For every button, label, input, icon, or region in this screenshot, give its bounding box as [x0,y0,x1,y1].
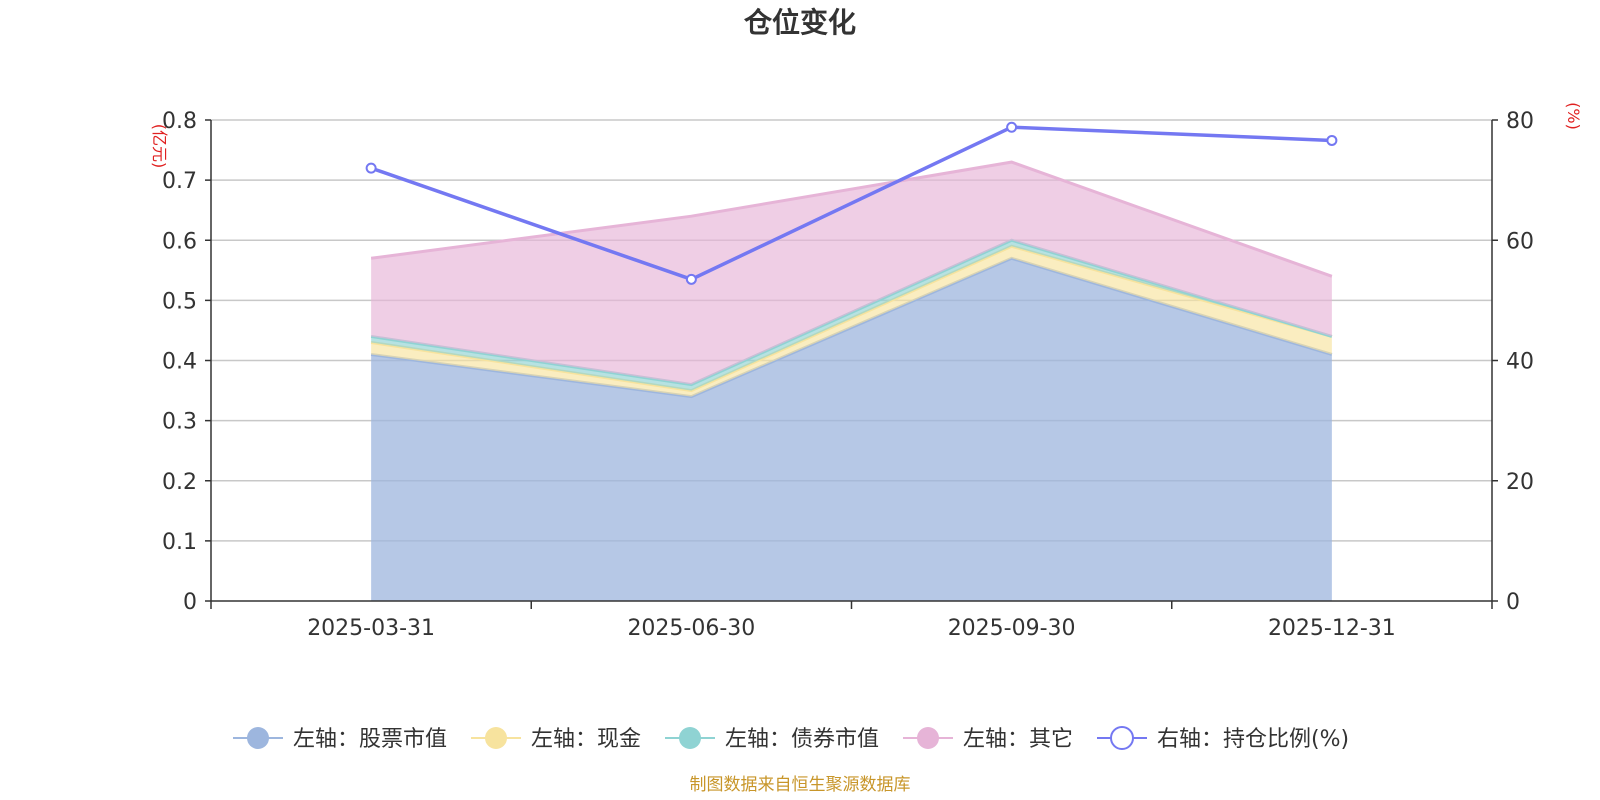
left-axis-tick-label: 0 [183,590,197,615]
left-axis-tick-label: 0.2 [162,470,197,495]
left-axis-tick-label: 0.4 [162,350,197,375]
ratio-point [685,273,697,285]
axes: 0 0.1 0.2 0.3 0.4 0.5 0.6 0.7 0.8 0 20 40 60 80 2025-0… [162,109,1534,641]
x-axis-tick-label: 2025-09-30 [948,616,1076,641]
right-axis-tick-label: 20 [1506,470,1534,495]
legend-marker-icon [917,727,939,749]
ratio-line [365,121,1338,285]
left-axis-tick-label: 0.8 [162,109,197,134]
legend: 左轴：股票市值 左轴：现金 左轴：债券市值 左轴：其它 右轴：持仓比例(%) [233,726,1349,752]
ratio-point [1326,134,1338,146]
x-axis-tick-label: 2025-03-31 [307,616,435,641]
x-axis-tick-label: 2025-12-31 [1268,616,1396,641]
left-axis-tick-label: 0.6 [162,229,197,254]
x-axis-tick-label: 2025-06-30 [627,616,755,641]
legend-label: 左轴：现金 [531,727,641,752]
left-axis-tick-label: 0.5 [162,289,197,314]
legend-item: 左轴：股票市值 [233,727,447,752]
right-axis-tick-label: 0 [1506,590,1520,615]
stacked-areas [370,160,1333,601]
legend-marker-icon [679,727,701,749]
legend-item: 左轴：债券市值 [665,727,879,752]
area-edge-other [370,160,1333,278]
source-note: 制图数据来自恒生聚源数据库 [690,775,911,795]
legend-marker-icon [247,727,269,749]
right-axis-tick-label: 80 [1506,109,1534,134]
ratio-point [365,162,377,174]
right-axis-tick-label: 60 [1506,229,1534,254]
legend-label: 左轴：其它 [963,727,1073,752]
legend-item: 右轴：持仓比例(%) [1097,726,1349,752]
legend-label: 左轴：股票市值 [293,727,447,752]
ratio-line-path [370,125,1332,282]
right-axis-unit: (%) [1564,102,1583,130]
area-cash [371,246,1332,397]
legend-item: 左轴：现金 [471,727,641,752]
left-axis-unit: (亿元) [150,124,169,169]
legend-marker-icon [485,727,507,749]
ratio-point [1006,121,1018,133]
area-stock [371,258,1332,601]
area-other [371,162,1332,385]
legend-label: 右轴：持仓比例(%) [1157,727,1349,752]
chart-title: 仓位变化 [744,6,856,39]
left-axis-tick-label: 0.1 [162,530,197,555]
legend-label: 左轴：债券市值 [725,727,879,752]
area-bond [371,240,1332,391]
left-axis-tick-label: 0.3 [162,410,197,435]
left-axis-tick-label: 0.7 [162,169,197,194]
legend-item: 左轴：其它 [903,727,1073,752]
legend-marker-icon [1110,726,1134,750]
right-axis-tick-label: 40 [1506,350,1534,375]
